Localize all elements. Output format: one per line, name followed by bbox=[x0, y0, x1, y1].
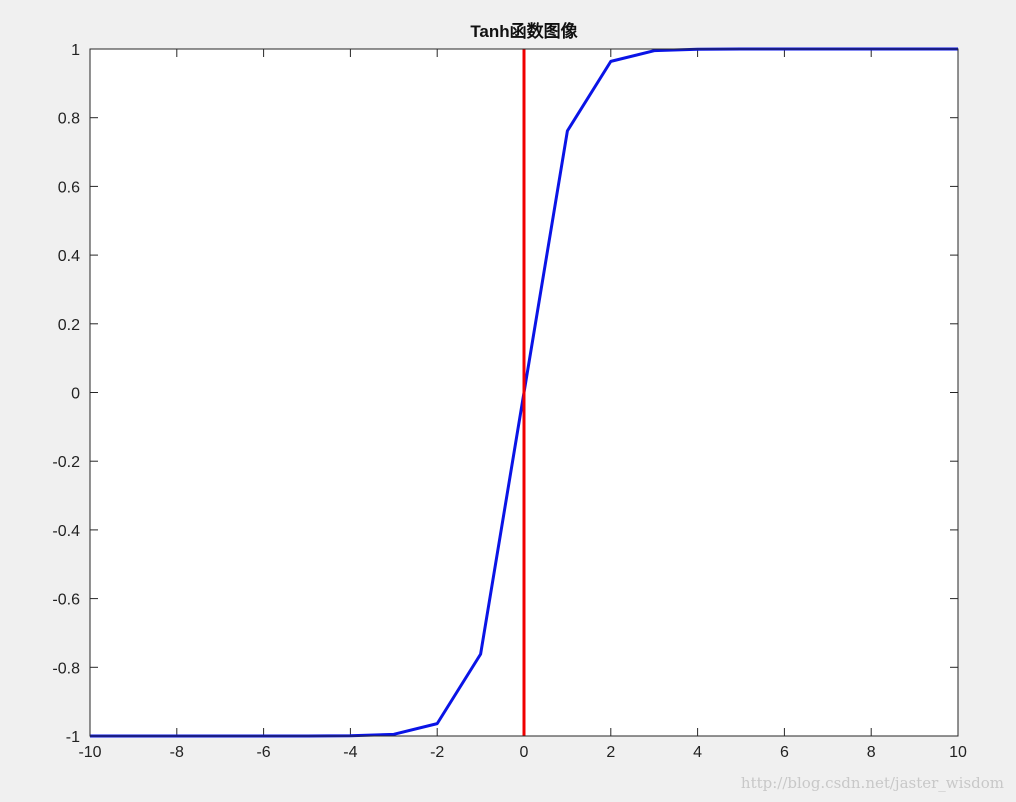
x-tick-label: -6 bbox=[256, 744, 270, 761]
x-tick-label: -8 bbox=[170, 744, 184, 761]
y-tick-label: -1 bbox=[66, 729, 80, 746]
axes-frame bbox=[89, 48, 959, 737]
y-tick-label: 1 bbox=[71, 42, 80, 59]
y-tick-label: -0.4 bbox=[52, 523, 80, 540]
y-tick-label: 0.2 bbox=[58, 317, 80, 334]
x-tick-label: -10 bbox=[78, 744, 101, 761]
x-tick-labels: -10 -8 -6 -4 -2 0 2 4 6 8 10 bbox=[78, 744, 967, 761]
y-tick-label: -0.6 bbox=[52, 592, 80, 609]
x-tick-label: 4 bbox=[693, 744, 702, 761]
watermark: http://blog.csdn.net/jaster_wisdom bbox=[741, 774, 1004, 792]
x-tick-label: -4 bbox=[343, 744, 357, 761]
x-tick-label: 0 bbox=[520, 744, 529, 761]
x-tick-label: -2 bbox=[430, 744, 444, 761]
y-tick-label: 0.4 bbox=[58, 248, 80, 265]
x-tick-label: 6 bbox=[780, 744, 789, 761]
x-tick-label: 2 bbox=[606, 744, 615, 761]
y-tick-labels: -1 -0.8 -0.6 -0.4 -0.2 0 0.2 0.4 0.6 0.8 1 bbox=[52, 42, 80, 746]
x-tick-label: 8 bbox=[867, 744, 876, 761]
y-tick-label: 0.6 bbox=[58, 179, 80, 196]
y-tick-label: 0.8 bbox=[58, 111, 80, 128]
chart-title: Tanh函数图像 bbox=[470, 21, 578, 41]
y-tick-label: -0.8 bbox=[52, 660, 80, 677]
x-tick-label: 10 bbox=[949, 744, 967, 761]
y-tick-label: -0.2 bbox=[52, 454, 80, 471]
y-tick-label: 0 bbox=[71, 386, 80, 403]
